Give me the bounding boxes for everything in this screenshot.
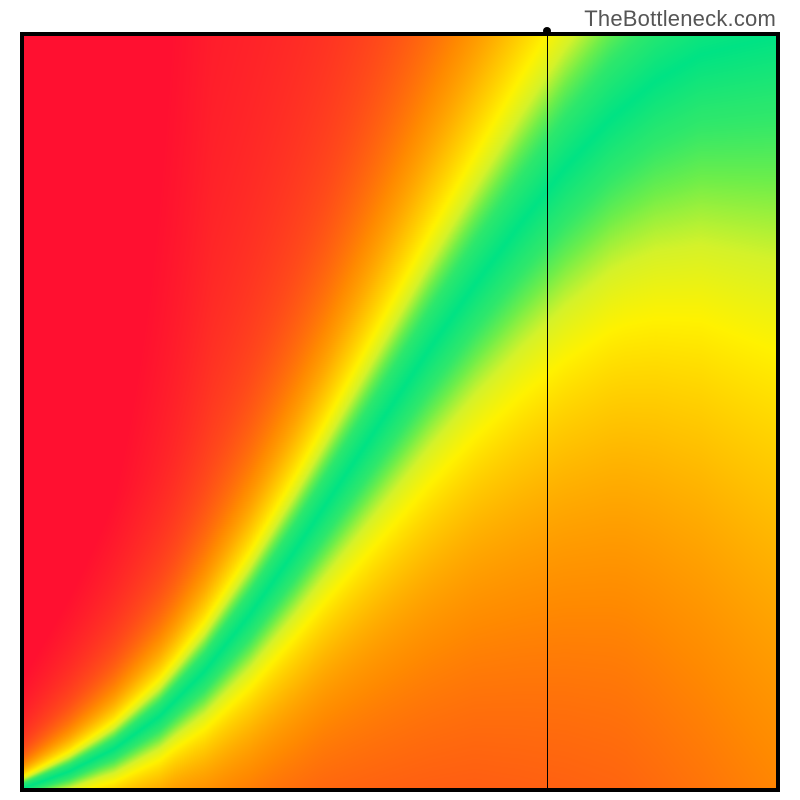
vertical-marker-dot <box>543 27 551 35</box>
heatmap-canvas <box>24 36 776 788</box>
plot-frame <box>20 32 780 792</box>
attribution-text: TheBottleneck.com <box>584 6 776 32</box>
vertical-marker-line <box>547 36 549 788</box>
